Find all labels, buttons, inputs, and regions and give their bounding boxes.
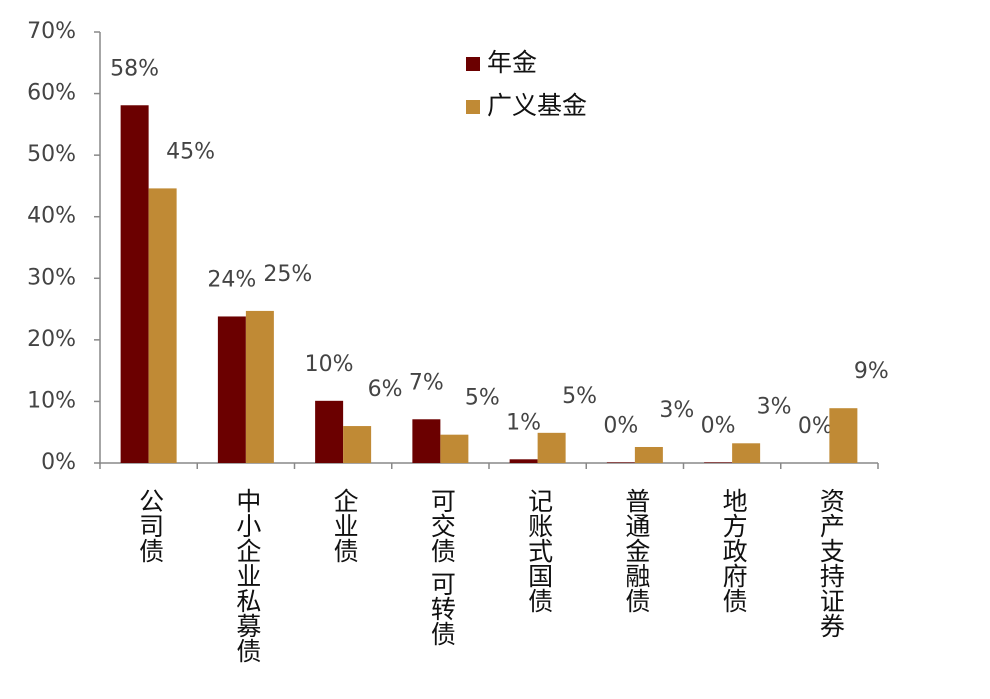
data-label: 9% bbox=[854, 359, 889, 384]
bar bbox=[829, 408, 858, 463]
data-label: 24% bbox=[207, 267, 256, 292]
y-tick-label: 30% bbox=[27, 265, 76, 290]
bar bbox=[412, 419, 441, 463]
data-label: 3% bbox=[757, 394, 792, 419]
data-label: 58% bbox=[110, 56, 159, 81]
bar bbox=[315, 400, 344, 463]
x-tick-label: 公司债 bbox=[136, 488, 165, 563]
y-tick-label: 50% bbox=[27, 142, 76, 167]
y-tick-label: 70% bbox=[27, 19, 76, 44]
bar bbox=[634, 446, 663, 463]
data-label: 10% bbox=[305, 352, 354, 377]
legend-label: 年金 bbox=[487, 48, 537, 77]
bar bbox=[537, 432, 566, 463]
data-label: 7% bbox=[409, 370, 444, 395]
bar bbox=[704, 462, 733, 463]
x-tick-label: 可交债 可转债 bbox=[427, 488, 456, 646]
data-label: 45% bbox=[166, 139, 215, 164]
data-label: 5% bbox=[562, 384, 597, 409]
x-tick-label: 中小企业私募债 bbox=[233, 488, 262, 663]
y-tick-label: 60% bbox=[27, 81, 76, 106]
data-label: 0% bbox=[798, 414, 833, 439]
legend-swatch bbox=[466, 57, 480, 71]
data-label: 0% bbox=[603, 413, 638, 438]
bar bbox=[245, 310, 274, 463]
bar bbox=[217, 316, 246, 463]
data-label: 25% bbox=[263, 262, 312, 287]
data-label: 6% bbox=[368, 377, 403, 402]
bar bbox=[120, 105, 149, 464]
bar bbox=[509, 459, 538, 463]
y-tick-label: 0% bbox=[41, 450, 76, 475]
data-label: 5% bbox=[465, 386, 500, 411]
bar bbox=[148, 188, 177, 464]
data-label: 3% bbox=[659, 398, 694, 423]
data-label: 0% bbox=[701, 413, 736, 438]
bar bbox=[732, 443, 761, 463]
x-tick-label: 记账式国债 bbox=[525, 488, 554, 613]
data-label: 1% bbox=[506, 410, 541, 435]
y-tick-label: 40% bbox=[27, 204, 76, 229]
bar bbox=[606, 462, 635, 463]
bar bbox=[343, 426, 372, 463]
x-tick-label: 资产支持证券 bbox=[816, 488, 845, 638]
x-tick-label: 普通金融债 bbox=[622, 488, 651, 613]
y-tick-label: 10% bbox=[27, 388, 76, 413]
bar bbox=[440, 434, 469, 463]
legend-label: 广义基金 bbox=[487, 91, 587, 120]
x-tick-label: 地方政府债 bbox=[719, 488, 748, 613]
y-tick-label: 20% bbox=[27, 327, 76, 352]
x-tick-label: 企业债 bbox=[330, 488, 359, 563]
legend-swatch bbox=[466, 100, 480, 114]
